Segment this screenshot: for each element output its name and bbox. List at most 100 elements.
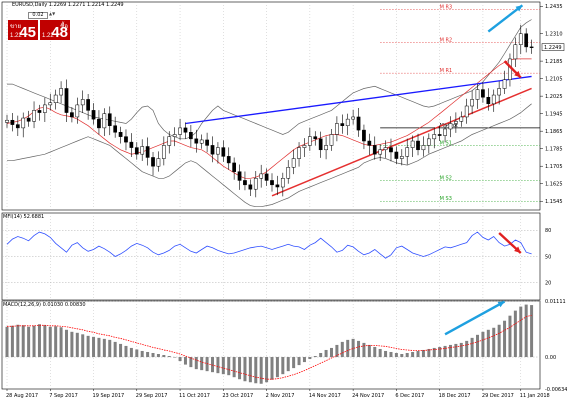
pivot-label: M R1 (440, 68, 453, 74)
macd-histogram-bar (86, 335, 90, 358)
candle-body (199, 139, 204, 144)
macd-histogram-bar (459, 342, 463, 358)
macd-histogram-bar (351, 338, 355, 358)
candle-body (459, 116, 464, 122)
macd-histogram-bar (270, 357, 274, 380)
candle-body (529, 46, 534, 48)
current-price-box (541, 43, 565, 51)
macd-histogram-bar (178, 357, 182, 362)
macd-histogram-bar (156, 354, 160, 358)
macd-histogram-bar (465, 340, 469, 358)
candle-body (324, 145, 328, 151)
macd-histogram-bar (308, 357, 312, 360)
candle-body (253, 178, 258, 190)
candle-body (497, 88, 501, 96)
candle-body (394, 151, 399, 159)
candle-body (362, 129, 366, 142)
candle-body (421, 145, 426, 151)
arrow-head (514, 70, 521, 78)
lot-stepper-icon[interactable]: ▲▼ (49, 11, 56, 16)
macd-histogram-bar (357, 340, 361, 358)
mfi-level-label: 20 (545, 280, 551, 286)
macd-histogram-bar (443, 345, 447, 358)
macd-histogram-bar (481, 331, 485, 358)
candle-body (183, 127, 188, 133)
sell-button[interactable]: ขาย 1.22 45 (8, 20, 38, 40)
macd-histogram-bar (470, 337, 474, 358)
pivot-label: M S1 (440, 140, 452, 146)
sell-price-prefix: 1.22 (10, 33, 22, 39)
bollinger-lower-line (7, 103, 532, 208)
candle-body (432, 134, 437, 140)
candle-body (156, 158, 161, 167)
pivot-label: M S2 (440, 175, 452, 181)
candle-body (378, 149, 383, 155)
buy-button[interactable]: ซื้อ 1.22 48 (40, 20, 70, 40)
candle-body (140, 146, 145, 155)
macd-histogram-bar (503, 320, 507, 358)
candle-body (232, 162, 236, 172)
candle-body (302, 145, 307, 148)
candle-body (356, 116, 361, 131)
macd-histogram-bar (205, 357, 209, 372)
candle-body (97, 118, 101, 129)
candle-body (399, 156, 404, 159)
candle-body (129, 141, 134, 148)
candle-body (437, 134, 442, 136)
candle-body (313, 136, 318, 140)
mfi-line (6, 231, 532, 259)
macd-histogram-bar (432, 347, 436, 358)
candle-body (70, 112, 74, 118)
candle-body (470, 99, 474, 107)
candle-body (59, 88, 63, 96)
candle-body (124, 136, 128, 143)
macd-histogram-bar (492, 327, 496, 358)
macd-histogram-bar (227, 357, 231, 376)
macd-histogram-bar (259, 357, 263, 384)
candle-body (248, 184, 253, 190)
buy-label: ซื้อ (60, 24, 68, 30)
macd-histogram-bar (183, 357, 187, 365)
macd-level-label: 0.00 (545, 355, 556, 361)
macd-histogram-bar (454, 343, 458, 358)
macd-histogram-bar (211, 357, 215, 373)
macd-histogram-bar (97, 337, 101, 358)
candle-body (291, 158, 296, 168)
candle-body (226, 156, 231, 164)
candle-body (486, 96, 491, 105)
macd-histogram-bar (405, 352, 409, 358)
annotation-arrows (444, 4, 524, 336)
mfi-level-label: 80 (545, 228, 551, 234)
lot-size-input[interactable]: 0.02 (28, 12, 48, 19)
candle-body (513, 44, 518, 60)
candle-body (372, 145, 377, 155)
candle-body (270, 180, 274, 186)
macd-histogram-bar (508, 315, 512, 358)
date-tick-label: 7 Sep 2017 (49, 393, 78, 399)
mfi-panel (2, 230, 540, 283)
macd-up-arrow-icon (444, 300, 506, 336)
candle-body (53, 94, 58, 103)
date-tick-label: 18 Dec 2017 (439, 393, 471, 399)
macd-histogram-bar (297, 357, 301, 366)
candle-body (259, 173, 264, 179)
macd-histogram-bar (194, 357, 198, 370)
candle-body (10, 119, 15, 125)
candle-body (151, 157, 155, 167)
macd-histogram-bar (16, 324, 20, 358)
candle-body (426, 138, 431, 146)
pivot-label: M R3 (440, 5, 453, 11)
candle-body (454, 121, 458, 124)
grid (6, 2, 521, 389)
candle-body (102, 113, 107, 129)
candle-body (32, 110, 36, 122)
candle-body (286, 167, 291, 179)
macd-histogram-bar (362, 342, 366, 358)
price-up-arrow-icon (487, 4, 524, 33)
macd-histogram-bar (48, 326, 52, 358)
price-tick-label: 1.1705 (545, 164, 563, 170)
candle-body (524, 33, 529, 48)
current-price-label: 1.2249 (544, 45, 562, 51)
